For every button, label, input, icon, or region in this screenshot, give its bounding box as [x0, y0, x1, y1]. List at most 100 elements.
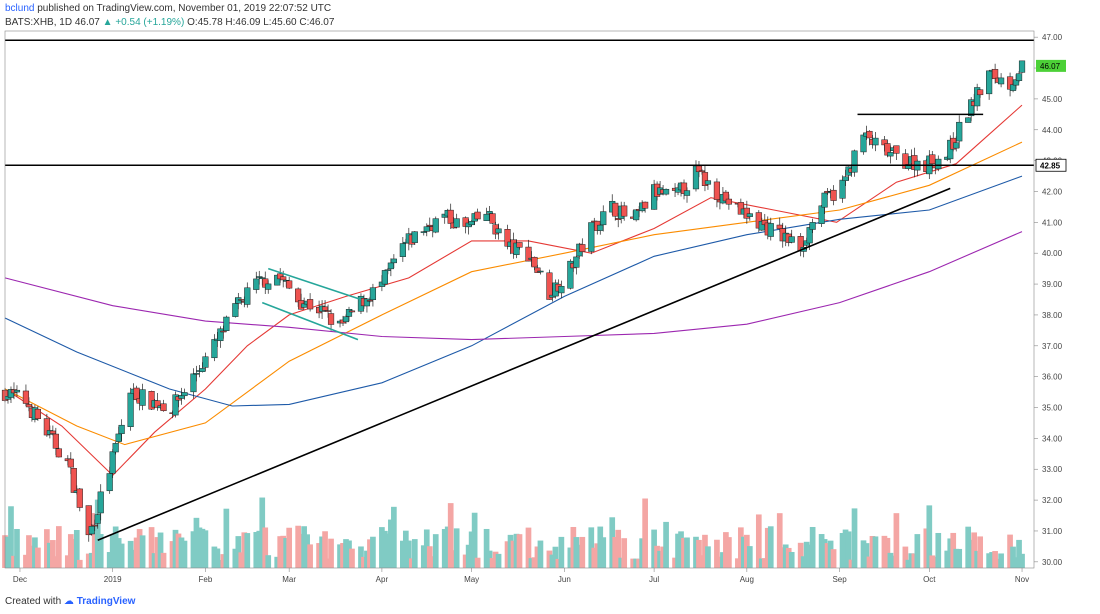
volume-bar: [672, 557, 678, 568]
volume-bar: [528, 558, 535, 568]
level-price-label: 42.85: [1040, 161, 1061, 170]
candle-body: [489, 213, 496, 224]
candle-body: [327, 313, 335, 325]
candle-body: [956, 121, 963, 142]
candle-body: [112, 443, 119, 453]
volume-bar: [546, 550, 553, 568]
y-tick-label: 42.00: [1042, 187, 1063, 196]
candle-body: [366, 300, 374, 302]
volume-bar: [423, 529, 430, 568]
volume-bar: [651, 529, 657, 568]
candle-body: [1009, 84, 1017, 91]
volume-bar: [349, 548, 355, 568]
volume-bar: [399, 540, 406, 568]
footer-brand: Created with ☁ TradingView: [5, 596, 135, 607]
candle-body: [181, 392, 188, 397]
candle-body: [76, 488, 83, 508]
candle-body: [160, 403, 167, 412]
volume-bar: [881, 535, 888, 568]
volume-bar: [935, 532, 942, 568]
volume-bar: [860, 540, 867, 568]
candle-body: [411, 231, 418, 243]
volume-bar: [714, 539, 720, 568]
candle-body: [809, 222, 816, 230]
candle-body: [486, 211, 493, 214]
volume-bar: [388, 519, 394, 568]
volume-bar: [109, 535, 116, 568]
volume-bar: [923, 528, 930, 568]
volume-bar: [382, 530, 388, 568]
candle-body: [211, 339, 218, 359]
volume-bar: [534, 546, 541, 568]
candle-body: [558, 285, 565, 294]
volume-bar: [88, 552, 95, 568]
volume-bar: [830, 549, 837, 568]
candle-body: [851, 150, 858, 173]
publish-text: published on TradingView.com, November 0…: [37, 3, 332, 14]
volume-bar: [809, 526, 816, 568]
candle-body: [363, 298, 371, 307]
volume-bar: [735, 558, 741, 568]
volume-bar: [426, 546, 433, 568]
volume-bar: [549, 554, 556, 568]
volume-bar: [621, 538, 628, 568]
volume-bar: [319, 536, 325, 568]
x-tick-label: Sep: [832, 575, 847, 584]
volume-bar: [32, 537, 38, 568]
volume-bar: [839, 532, 846, 568]
volume-bar: [44, 529, 50, 568]
volume-bar: [304, 534, 310, 568]
volume-bar: [429, 556, 436, 568]
y-tick-label: 31.00: [1042, 527, 1063, 536]
volume-bar: [761, 558, 768, 568]
candle-body: [977, 89, 984, 96]
candle-body: [106, 473, 113, 492]
volume-bar: [241, 532, 248, 568]
volume-bar: [172, 529, 179, 568]
volume-bar: [558, 536, 565, 568]
channel-lower-line: [261, 301, 359, 341]
volume-bar: [193, 517, 200, 568]
volume-bar: [609, 517, 616, 568]
volume-bar: [274, 556, 281, 568]
volume-bar: [385, 533, 391, 568]
candle-body: [483, 213, 490, 221]
moving-average-ma_short: [4, 104, 1023, 477]
volume-bar: [654, 545, 660, 568]
volume-bar: [160, 552, 167, 568]
volume-bar: [516, 534, 523, 568]
y-tick-label: 44.00: [1042, 126, 1063, 135]
candle-body: [704, 180, 712, 185]
candle-body: [202, 356, 209, 368]
volume-bar: [56, 526, 62, 568]
volume-bar: [696, 539, 702, 568]
x-tick-label: Feb: [199, 575, 213, 584]
candle-body: [447, 209, 454, 224]
volume-bar: [507, 534, 514, 568]
volume-bar: [420, 545, 427, 568]
volume-bar: [474, 557, 481, 568]
candle-body: [253, 278, 260, 290]
candle-body: [217, 328, 224, 342]
volume-bar: [340, 543, 346, 568]
volume-bar: [97, 533, 104, 568]
volume-bar: [567, 547, 574, 568]
candle-body: [474, 211, 481, 220]
volume-bars: [2, 497, 1025, 568]
volume-bar: [298, 533, 304, 568]
volume-bar: [148, 527, 155, 568]
x-tick-label: Nov: [1015, 575, 1029, 584]
volume-bar: [214, 548, 221, 568]
candle-body: [109, 451, 116, 474]
y-tick-label: 47.00: [1042, 33, 1063, 42]
volume-bar: [615, 529, 622, 568]
candle-body: [683, 190, 691, 196]
volume-bar: [971, 532, 978, 568]
candle-body: [534, 267, 541, 273]
candle-body: [190, 373, 197, 393]
volume-bar: [887, 552, 894, 568]
volume-bar: [863, 543, 870, 568]
author-link[interactable]: bclund: [5, 3, 35, 14]
volume-bar: [325, 558, 331, 568]
